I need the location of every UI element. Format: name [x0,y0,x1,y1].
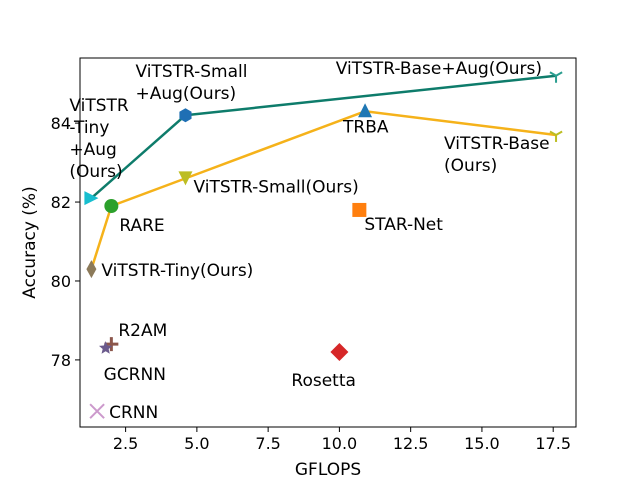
point-label-line: R2AM [118,321,167,341]
marker-vitstr-small-ours- [178,171,193,186]
x-tick-label: 10.0 [322,434,358,453]
x-tick-label: 2.5 [113,434,138,453]
marker-vitstr-base-ours- [549,130,563,142]
y-tick-label: 84 [51,114,71,133]
point-label-line: TRBA [342,117,389,137]
marker-rare [104,198,119,213]
point-label-line: ViTSTR-Small [135,62,247,82]
point-label-r2am: R2AM [118,321,167,341]
marker-vitstr-tiny-aug-ours- [84,191,99,206]
marker-gcrnn [98,341,113,354]
y-tick-label: 82 [51,193,71,212]
point-label-gcrnn: GCRNN [104,365,166,385]
point-label-line: CRNN [109,403,158,423]
point-label-line: GCRNN [104,365,166,385]
point-label-vitstr-base-ours-: ViTSTR-Base (Ours) [444,134,550,176]
marker-vitstr-tiny-ours- [86,260,97,279]
plot-frame [79,57,577,428]
point-label-line: (Ours) [444,156,497,176]
x-tick-label: 12.5 [393,434,429,453]
point-label-vitstr-base-aug-ours-: ViTSTR-Base+Aug(Ours) [336,59,542,79]
marker-vitstr-small-aug-ours- [179,108,192,123]
point-label-rosetta: Rosetta [291,371,356,391]
point-label-line: ViTSTR-Small(Ours) [193,177,358,197]
x-axis-title: GFLOPS [295,460,361,480]
point-label-trba: TRBA [342,117,389,137]
marker-vitstr-base-aug-ours- [549,71,563,83]
point-label-star-net: STAR-Net [364,215,443,235]
marker-crnn [89,403,105,419]
point-label-crnn: CRNN [109,403,158,423]
x-tick-label: 15.0 [464,434,500,453]
x-tick-label: 17.5 [535,434,571,453]
y-tick-label: 80 [51,272,71,291]
point-label-vitstr-tiny-aug-ours-: ViTSTR -Tiny +Aug (Ours) [69,96,129,182]
point-label-line: STAR-Net [364,215,443,235]
point-label-line: +Aug(Ours) [135,84,236,104]
point-label-line: ViTSTR-Tiny(Ours) [101,261,253,281]
point-label-line: ViTSTR-Base+Aug(Ours) [336,59,542,79]
x-tick-label: 5.0 [184,434,209,453]
point-label-line: +Aug [69,140,116,160]
point-label-line: ViTSTR-Base [444,134,550,154]
x-tick-label: 7.5 [255,434,280,453]
point-label-vitstr-small-aug-ours-: ViTSTR-Small +Aug(Ours) [135,62,247,104]
marker-trba [358,103,373,118]
y-tick-label: 78 [51,351,71,370]
point-label-rare: RARE [119,216,164,236]
marker-star-net [352,202,367,217]
point-label-line: -Tiny [69,118,109,138]
point-label-line: Rosetta [291,371,356,391]
point-label-line: ViTSTR [69,96,129,116]
point-label-line: (Ours) [69,162,122,182]
point-label-vitstr-tiny-ours-: ViTSTR-Tiny(Ours) [101,261,253,281]
y-axis-title: Accuracy (%) [20,186,40,298]
marker-rosetta [330,343,349,362]
point-label-vitstr-small-ours-: ViTSTR-Small(Ours) [193,177,358,197]
point-label-line: RARE [119,216,164,236]
